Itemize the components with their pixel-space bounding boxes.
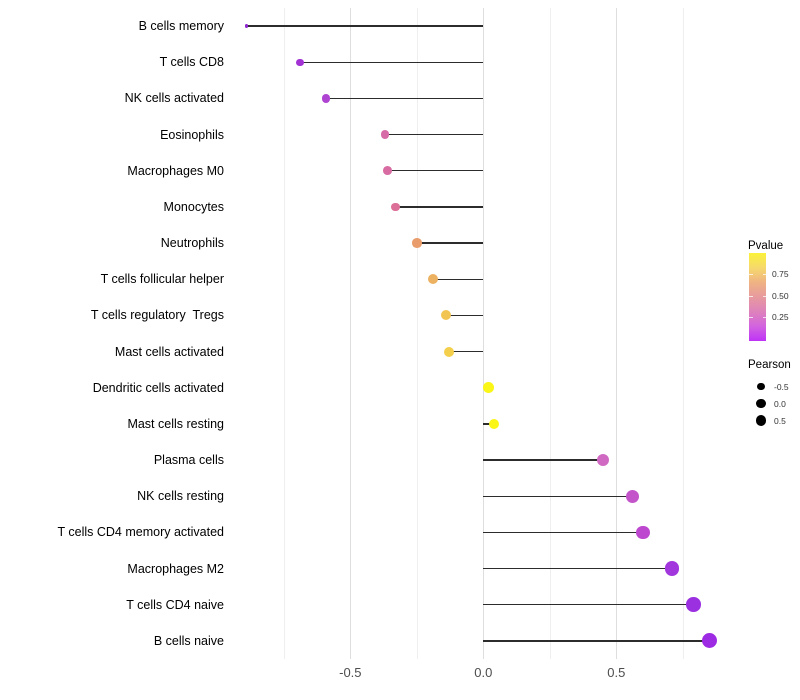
category-label: T cells follicular helper: [100, 272, 224, 287]
category-label: Eosinophils: [160, 127, 224, 142]
minor-gridline: [549, 8, 551, 659]
data-point-dot: [665, 561, 680, 576]
pearson-legend-label: 0.5: [774, 415, 786, 426]
category-label: Neutrophils: [160, 236, 224, 251]
data-point-dot: [412, 238, 422, 248]
category-label: Dendritic cells activated: [92, 380, 224, 395]
colorbar-tick: [749, 274, 753, 276]
data-point-dot: [686, 597, 701, 613]
pvalue-tick-label: 0.50: [772, 291, 789, 301]
data-point-dot: [322, 94, 331, 103]
x-tick-label: -0.5: [339, 665, 362, 680]
data-point-dot: [427, 274, 438, 285]
pvalue-legend: Pvalue 0.75 0.50 0.25: [748, 240, 800, 350]
lollipop-stick: [395, 206, 484, 208]
category-label: Mast cells resting: [127, 416, 224, 431]
category-label: B cells naive: [153, 633, 224, 648]
category-label: NK cells activated: [124, 91, 224, 106]
pvalue-tick-label: 0.75: [772, 269, 789, 280]
pearson-legend-title: Pearson: [748, 359, 791, 371]
major-gridline: [350, 8, 352, 659]
category-label: B cells memory: [138, 19, 224, 34]
category-label: Mast cells activated: [114, 344, 224, 359]
colorbar-tick: [749, 296, 753, 297]
lollipop-stick: [483, 495, 633, 497]
category-label: Plasma cells: [153, 453, 224, 468]
pearson-legend-label: -0.5: [774, 381, 789, 392]
plot-panel: [228, 8, 728, 659]
lollipop-stick: [483, 567, 673, 570]
pvalue-colorbar: [749, 253, 766, 341]
pvalue-legend-title: Pvalue: [748, 240, 784, 252]
colorbar-tick: [762, 296, 766, 297]
data-point-dot: [625, 489, 639, 503]
lollipop-stick: [246, 25, 484, 27]
x-tick-label: 0.5: [607, 665, 626, 680]
data-point-dot: [296, 58, 304, 66]
colorbar-tick: [749, 316, 753, 318]
category-label: Macrophages M2: [127, 561, 224, 576]
category-label: T cells regulatory Tregs: [90, 308, 224, 323]
pearson-legend-dot: [756, 398, 766, 409]
data-point-dot: [443, 346, 454, 357]
data-point-dot: [383, 166, 392, 176]
data-point-dot: [380, 130, 390, 139]
major-gridline: [616, 8, 618, 659]
pearson-legend-label: 0.0: [774, 398, 786, 409]
lollipop-stick: [299, 61, 484, 63]
category-label: T cells CD4 naive: [126, 597, 224, 612]
colorbar-tick: [762, 316, 766, 318]
minor-gridline: [283, 8, 285, 659]
lollipop-stick: [448, 350, 484, 353]
lollipop-stick: [483, 604, 694, 606]
category-label: NK cells resting: [137, 489, 224, 504]
category-label: Macrophages M0: [127, 163, 224, 178]
colorbar-tick: [762, 274, 766, 276]
major-gridline: [483, 8, 485, 659]
data-point-dot: [701, 633, 717, 649]
data-point-dot: [391, 202, 400, 212]
pearson-legend: Pearson -0.5 0.0 0.5: [748, 359, 800, 434]
lollipop-stick: [483, 459, 603, 461]
pearson-legend-dot: [755, 415, 767, 426]
lollipop-stick: [446, 314, 484, 317]
category-label: T cells CD4 memory activated: [57, 525, 225, 540]
minor-gridline: [416, 8, 418, 659]
minor-gridline: [682, 8, 684, 659]
pvalue-tick-label: 0.25: [772, 311, 789, 322]
lollipop-stick: [326, 97, 484, 100]
x-tick-label: 0.0: [474, 665, 493, 680]
data-point-dot: [483, 382, 495, 394]
lollipop-stick: [387, 170, 484, 172]
data-point-dot: [636, 525, 650, 540]
data-point-dot: [441, 310, 452, 321]
lollipop-stick: [432, 278, 484, 280]
lollipop-stick: [483, 640, 710, 642]
category-label: T cells CD8: [159, 55, 224, 70]
category-label: Monocytes: [163, 199, 224, 214]
data-point-dot: [488, 418, 500, 430]
lollipop-stick: [483, 531, 643, 534]
lollipop-stick: [416, 242, 484, 244]
pearson-legend-dot: [757, 382, 765, 391]
data-point-dot: [244, 24, 249, 28]
lollipop-stick: [384, 133, 484, 136]
data-point-dot: [596, 453, 610, 467]
